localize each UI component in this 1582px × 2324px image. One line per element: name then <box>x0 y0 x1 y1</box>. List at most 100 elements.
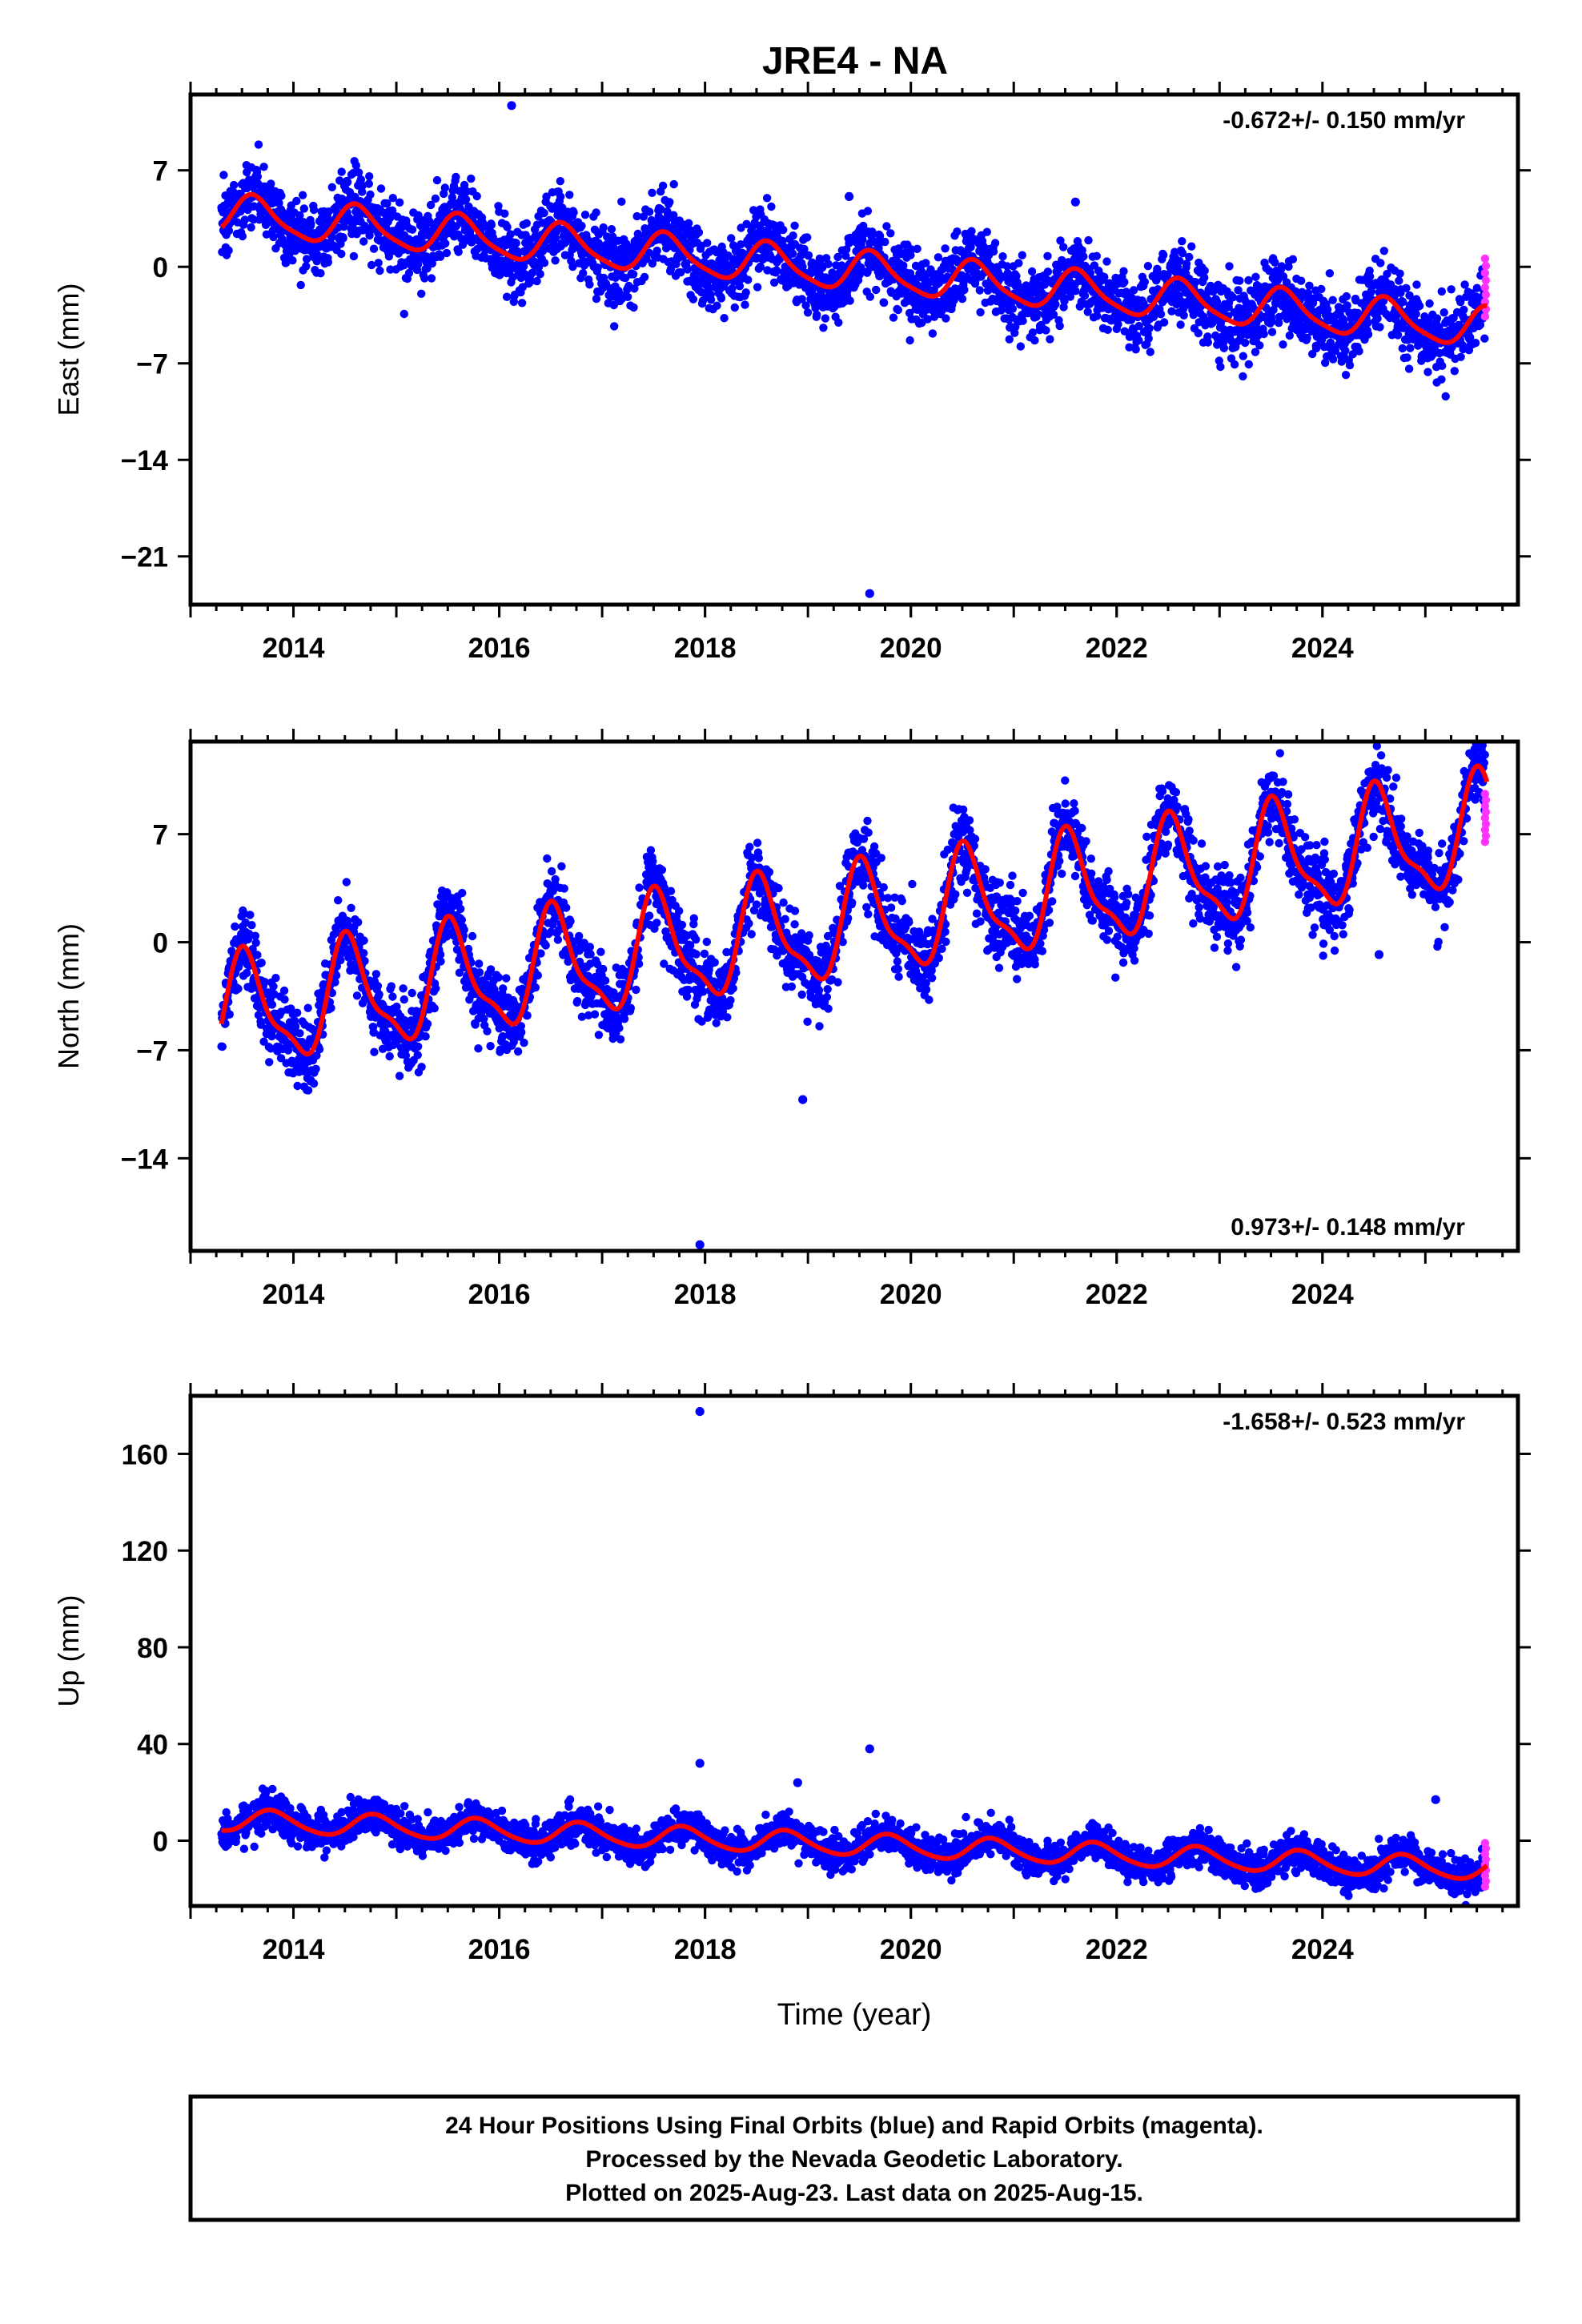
outlier-point <box>1070 197 1080 207</box>
final-point <box>976 308 985 317</box>
final-point <box>990 239 1000 247</box>
final-point <box>872 285 881 295</box>
final-point <box>1239 352 1248 360</box>
final-point <box>506 230 515 239</box>
final-point <box>468 931 477 941</box>
final-point <box>1251 272 1260 281</box>
final-point <box>1365 272 1375 281</box>
final-point <box>475 968 484 977</box>
final-point <box>1219 344 1229 352</box>
final-point <box>569 208 578 217</box>
final-point <box>726 995 735 1005</box>
final-point <box>375 266 384 275</box>
final-point <box>388 992 397 1001</box>
final-point <box>354 168 363 177</box>
final-point <box>1456 352 1465 361</box>
final-point <box>1279 340 1287 349</box>
final-point <box>551 256 560 265</box>
final-point <box>646 846 656 854</box>
final-point <box>334 896 343 905</box>
final-point <box>278 234 287 243</box>
final-point <box>741 300 749 309</box>
final-point <box>669 179 678 189</box>
final-point <box>1228 293 1238 302</box>
final-point <box>1460 280 1469 289</box>
final-point <box>1043 251 1052 260</box>
final-point <box>327 183 336 191</box>
x-tick-label: 2020 <box>880 633 942 664</box>
final-point <box>280 995 289 1004</box>
final-point <box>427 274 436 283</box>
final-point <box>292 196 301 206</box>
outlier-point <box>845 191 854 201</box>
final-point <box>1267 328 1277 336</box>
final-point <box>1244 275 1253 285</box>
final-point <box>1239 372 1247 381</box>
final-point <box>730 303 739 312</box>
final-point <box>267 1000 277 1009</box>
final-point <box>1373 314 1382 323</box>
final-point <box>543 854 552 863</box>
final-point <box>744 275 753 284</box>
final-point <box>1288 255 1298 263</box>
final-point <box>327 232 336 242</box>
final-point <box>616 1035 625 1044</box>
final-point <box>1145 324 1154 333</box>
final-point <box>1120 278 1129 287</box>
final-point <box>804 251 813 259</box>
final-point <box>1030 336 1039 345</box>
final-point <box>998 252 1007 261</box>
final-point <box>596 947 605 956</box>
final-point <box>503 223 512 231</box>
final-point <box>225 1010 234 1019</box>
final-point <box>1450 367 1460 376</box>
final-point <box>302 255 311 263</box>
final-point <box>753 283 762 292</box>
final-point <box>413 1042 423 1051</box>
final-point <box>527 276 536 286</box>
final-point <box>692 935 701 944</box>
final-point <box>323 258 332 267</box>
final-point <box>413 260 423 269</box>
final-point <box>989 247 998 256</box>
final-point <box>1043 267 1053 276</box>
final-point <box>1460 305 1468 314</box>
outlier-point <box>865 589 874 598</box>
final-point <box>824 259 833 268</box>
y-tick-label: −14 <box>121 445 169 476</box>
final-point <box>383 199 391 208</box>
final-point <box>1225 262 1234 271</box>
final-point <box>821 314 830 323</box>
final-point <box>717 294 726 303</box>
final-point <box>1159 318 1169 327</box>
final-point <box>682 992 692 1001</box>
final-point <box>293 1008 302 1017</box>
final-point <box>517 1027 526 1037</box>
final-point <box>1140 277 1150 287</box>
final-point <box>299 204 308 213</box>
east-final-points <box>217 101 1489 598</box>
y-tick-label: 0 <box>153 252 168 283</box>
final-point <box>343 178 352 187</box>
final-point <box>540 208 548 218</box>
final-point <box>735 282 745 291</box>
final-point <box>238 231 247 241</box>
final-point <box>1437 287 1447 296</box>
final-point <box>1437 375 1446 384</box>
final-point <box>277 191 286 200</box>
final-point <box>905 336 914 345</box>
final-point <box>265 1058 274 1067</box>
final-point <box>1216 362 1225 372</box>
final-point <box>282 258 291 267</box>
final-point <box>370 1047 379 1056</box>
final-point <box>562 903 571 912</box>
final-point <box>454 247 463 256</box>
final-point <box>466 231 475 240</box>
final-point <box>819 324 828 332</box>
final-point <box>1480 334 1489 343</box>
final-point <box>542 192 551 201</box>
final-point <box>762 194 772 203</box>
final-point <box>349 251 359 261</box>
final-point <box>1042 326 1050 335</box>
